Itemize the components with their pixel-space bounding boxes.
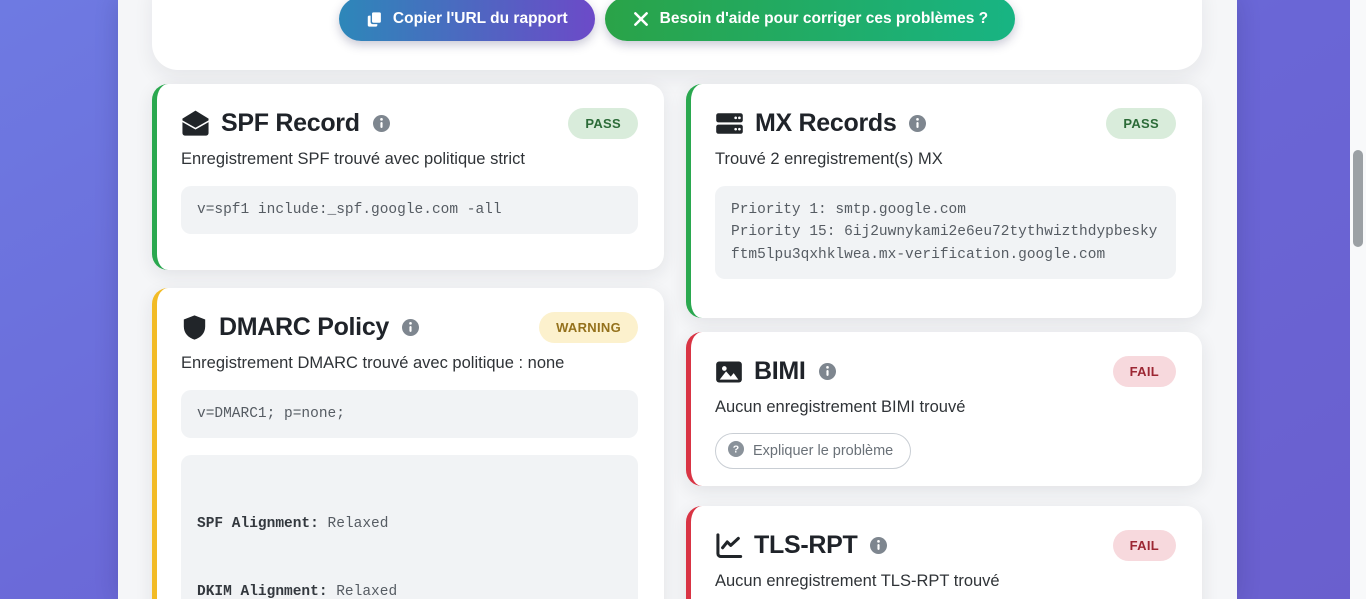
- card-description: Aucun enregistrement BIMI trouvé: [715, 398, 966, 416]
- tls-rpt-card: TLS-RPT FAIL Aucun enregistrement TLS-RP…: [686, 506, 1202, 599]
- dmarc-record-value: v=DMARC1; p=none;: [181, 390, 638, 439]
- spf-record-value: v=spf1 include:_spf.google.com -all: [181, 186, 638, 235]
- card-description: Enregistrement SPF trouvé avec politique…: [181, 150, 525, 168]
- info-icon[interactable]: [818, 363, 836, 380]
- server-icon: [715, 109, 744, 138]
- question-icon: ?: [728, 441, 744, 461]
- dmarc-policy-card: DMARC Policy WARNING Enregistrement DMAR…: [152, 288, 664, 599]
- card-header: BIMI FAIL: [715, 356, 1176, 387]
- card-title: BIMI: [754, 357, 806, 385]
- envelope-open-icon: [181, 109, 210, 138]
- status-badge: FAIL: [1112, 356, 1176, 387]
- spf-record-card: SPF Record PASS Enregistrement SPF trouv…: [152, 84, 664, 270]
- content-area: Copier l'URL du rapport Besoin d'aide po…: [118, 0, 1237, 599]
- card-title: SPF Record: [221, 109, 360, 137]
- status-badge: PASS: [1106, 108, 1176, 139]
- scrollbar-thumb[interactable]: [1353, 150, 1363, 247]
- mx-records-card: MX Records PASS Trouvé 2 enregistrement(…: [686, 84, 1202, 318]
- card-title: DMARC Policy: [219, 313, 390, 341]
- tools-icon: [632, 10, 650, 28]
- mx-records-value: Priority 1: smtp.google.com Priority 15:…: [715, 186, 1176, 280]
- card-header: TLS-RPT FAIL: [715, 530, 1176, 561]
- chart-line-icon: [715, 532, 743, 560]
- status-badge: PASS: [568, 108, 638, 139]
- dmarc-alignment-box: SPF Alignment: Relaxed DKIM Alignment: R…: [181, 455, 638, 599]
- info-icon[interactable]: [909, 115, 927, 132]
- card-description: Trouvé 2 enregistrement(s) MX: [715, 150, 943, 168]
- scrollbar-track[interactable]: [1350, 0, 1366, 599]
- copy-report-url-label: Copier l'URL du rapport: [392, 10, 568, 27]
- copy-icon: [366, 11, 383, 28]
- spf-alignment-row: SPF Alignment: Relaxed: [197, 516, 389, 533]
- info-icon[interactable]: [870, 537, 888, 554]
- shield-icon: [181, 314, 208, 341]
- card-header: MX Records PASS: [715, 108, 1176, 139]
- bimi-card: BIMI FAIL Aucun enregistrement BIMI trou…: [686, 332, 1202, 486]
- copy-report-url-button[interactable]: Copier l'URL du rapport: [338, 0, 595, 41]
- help-fix-problems-button[interactable]: Besoin d'aide pour corriger ces problème…: [604, 0, 1016, 41]
- explain-problem-label: Expliquer le problème: [753, 443, 894, 459]
- card-header: DMARC Policy WARNING: [181, 312, 638, 343]
- card-description: Enregistrement DMARC trouvé avec politiq…: [181, 354, 565, 372]
- dkim-alignment-row: DKIM Alignment: Relaxed: [197, 583, 398, 599]
- card-title: TLS-RPT: [754, 531, 858, 559]
- report-actions-panel: Copier l'URL du rapport Besoin d'aide po…: [152, 0, 1202, 70]
- card-header: SPF Record PASS: [181, 108, 638, 139]
- card-description: Aucun enregistrement TLS-RPT trouvé: [715, 572, 1000, 590]
- svg-text:?: ?: [733, 444, 739, 456]
- help-fix-problems-label: Besoin d'aide pour corriger ces problème…: [659, 10, 989, 27]
- info-icon[interactable]: [402, 319, 420, 336]
- info-icon[interactable]: [372, 115, 390, 132]
- explain-problem-button[interactable]: ? Expliquer le problème: [715, 433, 912, 469]
- status-badge: FAIL: [1112, 530, 1176, 561]
- card-title: MX Records: [755, 109, 897, 137]
- status-badge: WARNING: [539, 312, 638, 343]
- image-icon: [715, 358, 743, 386]
